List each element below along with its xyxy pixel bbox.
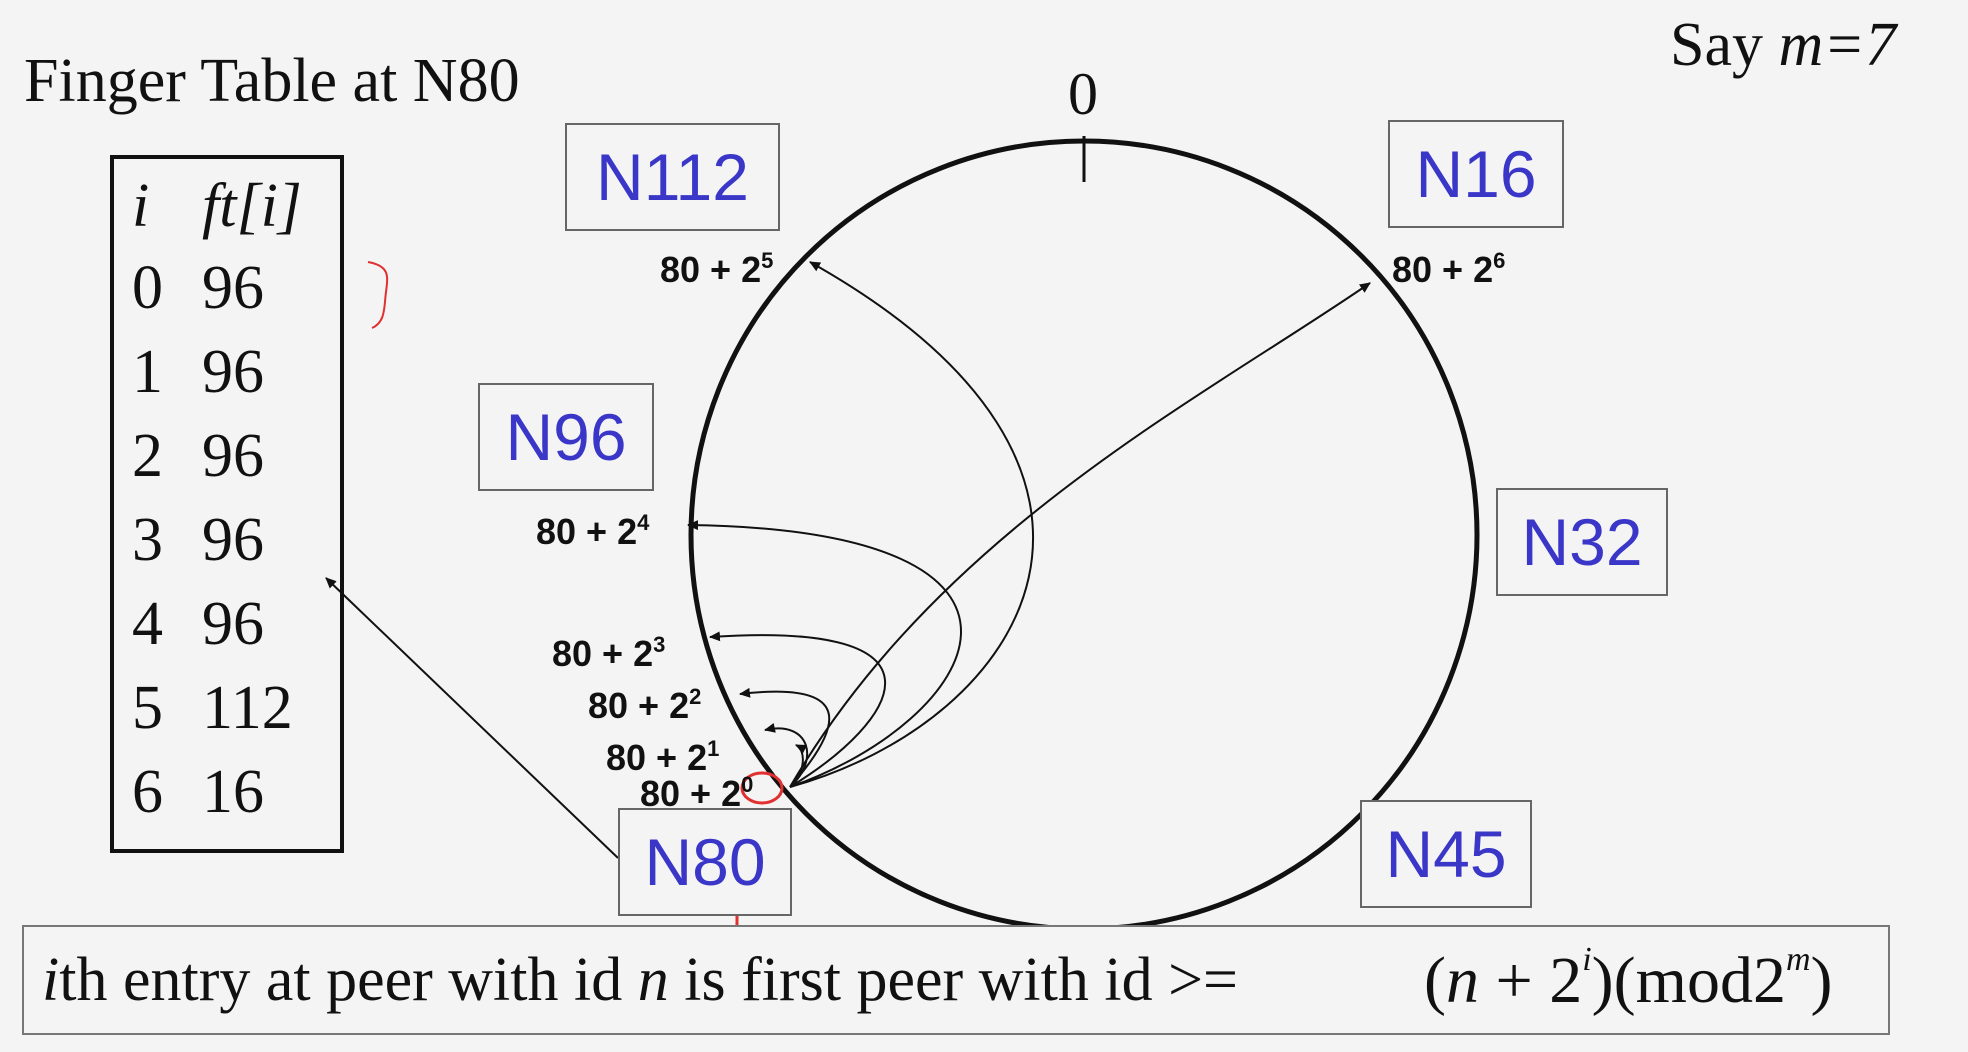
- definition-n: n: [637, 946, 669, 1014]
- pointer-base: 80 + 2: [660, 249, 762, 290]
- definition-text: ith entry at peer with id n is first pee…: [42, 945, 1238, 1016]
- row-index: 2: [132, 422, 163, 490]
- pointer-label: 80 + 23: [552, 632, 665, 675]
- finger-table-header: i ft[i]: [132, 171, 302, 251]
- row-value: 96: [202, 338, 264, 406]
- row-value: 96: [202, 590, 264, 658]
- pointer-arrow: [739, 687, 831, 788]
- finger-table: i ft[i] 0 96 1 96 2 96 3 96 4 96 5 112 6 16: [110, 155, 344, 853]
- finger-table-row: 2 96: [132, 421, 264, 501]
- pointer-label: 80 + 24: [536, 510, 649, 553]
- node-n32: N32: [1496, 488, 1668, 596]
- row-value: 96: [202, 506, 264, 574]
- pointer-base: 80 + 2: [1392, 249, 1494, 290]
- finger-table-row: 4 96: [132, 589, 264, 669]
- page-title: Finger Table at N80: [24, 47, 520, 115]
- definition-formula: (n + 2i)(mod2m): [1424, 941, 1833, 1019]
- pointer-base: 80 + 2: [536, 511, 638, 552]
- finger-table-row: 0 96: [132, 253, 264, 333]
- node-n112: N112: [565, 123, 780, 231]
- pointer-arrow: [687, 520, 962, 788]
- zero-label: 0: [1068, 61, 1098, 127]
- pointer-arrow: [789, 261, 1035, 788]
- pointer-arrow: [764, 722, 809, 788]
- row-index: 4: [132, 590, 163, 658]
- node-n96: N96: [478, 383, 654, 491]
- pointer-exp: 6: [1493, 248, 1506, 273]
- definition-part2: is first peer with id >=: [668, 946, 1239, 1014]
- parameter-value: =7: [1823, 11, 1897, 79]
- pointer-label: 80 + 21: [606, 736, 719, 779]
- formula-i-exp: i: [1582, 941, 1592, 978]
- parameter-prefix: Say: [1670, 11, 1779, 79]
- row-value: 96: [202, 422, 264, 490]
- pointer-label: 80 + 22: [588, 684, 701, 727]
- formula-open: (: [1424, 944, 1446, 1017]
- row-value: 96: [202, 254, 264, 322]
- node-n16: N16: [1388, 120, 1564, 228]
- pointer-label: 80 + 26: [1392, 248, 1505, 291]
- definition-i: i: [42, 946, 60, 1014]
- pointer-exp: 4: [637, 510, 650, 535]
- pointer-base: 80 + 2: [640, 773, 742, 814]
- row-index: 5: [132, 674, 163, 742]
- finger-table-row: 1 96: [132, 337, 264, 417]
- pointer-arrow: [709, 631, 887, 788]
- pointer-exp: 5: [761, 248, 774, 273]
- formula-close: ): [1810, 944, 1833, 1017]
- node-n45: N45: [1360, 800, 1532, 908]
- header-ft: ft[i]: [202, 172, 302, 240]
- definition-box: ith entry at peer with id n is first pee…: [22, 925, 1890, 1035]
- node-n80: N80: [618, 808, 792, 916]
- finger-table-row: 5 112: [132, 673, 293, 753]
- row-index: 1: [132, 338, 163, 406]
- row-value: 16: [202, 758, 264, 826]
- definition-part1: th entry at peer with id: [59, 946, 638, 1014]
- pointer-base: 80 + 2: [588, 685, 690, 726]
- row-value: 112: [202, 674, 293, 742]
- pointer-label: 80 + 25: [660, 248, 773, 291]
- row-index: 0: [132, 254, 163, 322]
- finger-table-row: 6 16: [132, 757, 264, 837]
- highlight-circle: [740, 771, 784, 805]
- pointer-label: 80 + 20: [640, 772, 753, 815]
- pointer-base: 80 + 2: [552, 633, 654, 674]
- highlight-bracket: [367, 261, 389, 329]
- pointer-base: 80 + 2: [606, 737, 708, 778]
- pointer-exp: 3: [653, 632, 666, 657]
- parameter-note: Say m=7: [1670, 10, 1896, 81]
- table-link-arrow: [325, 577, 619, 859]
- formula-mod: )(mod2: [1591, 944, 1786, 1017]
- parameter-var: m: [1778, 11, 1824, 79]
- formula-m-exp: m: [1785, 941, 1811, 978]
- pointer-arrow: [789, 744, 808, 788]
- formula-plus: + 2: [1478, 944, 1583, 1017]
- pointer-arrow: [789, 282, 1371, 788]
- pointer-exp: 0: [741, 772, 754, 797]
- formula-n: n: [1445, 944, 1479, 1017]
- pointer-exp: 1: [707, 736, 720, 761]
- header-i: i: [132, 172, 150, 240]
- row-index: 6: [132, 758, 163, 826]
- row-index: 3: [132, 506, 163, 574]
- pointer-exp: 2: [689, 684, 702, 709]
- finger-table-row: 3 96: [132, 505, 264, 585]
